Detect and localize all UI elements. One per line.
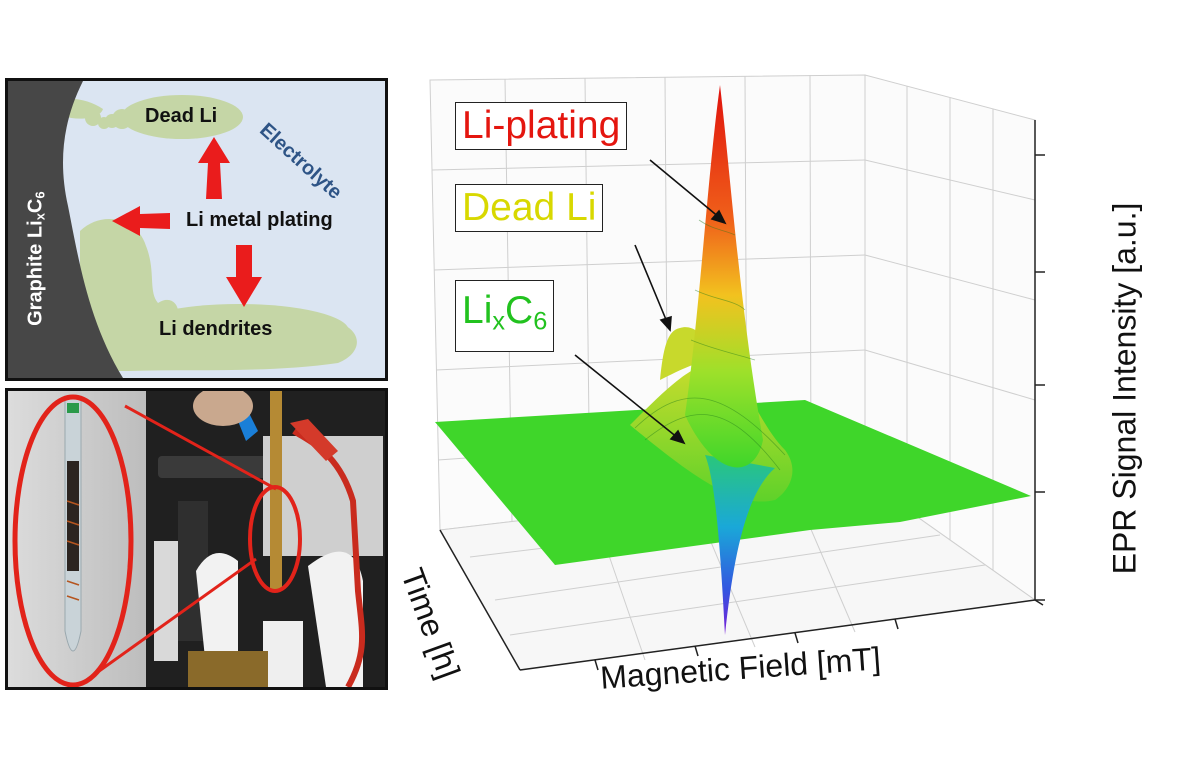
lixc6-sub-x: x bbox=[492, 307, 506, 336]
inset-tube bbox=[64, 395, 82, 652]
epr-tube bbox=[270, 391, 282, 591]
callout-arrows bbox=[574, 159, 727, 445]
graphite-c: C bbox=[24, 198, 47, 214]
hand bbox=[193, 391, 253, 426]
lixc6-li: Li bbox=[462, 289, 493, 332]
schematic-drawing bbox=[8, 81, 357, 378]
inset-circle bbox=[12, 394, 134, 687]
graphite-sub-x: x bbox=[32, 213, 48, 221]
spectrometer-equipment bbox=[154, 391, 383, 687]
arrow-down bbox=[226, 245, 262, 307]
arrow-up bbox=[198, 137, 230, 199]
axis-frame bbox=[439, 120, 1045, 671]
li-deposits bbox=[48, 95, 357, 371]
dead-li-callout: Dead Li bbox=[455, 184, 604, 232]
epr-surface-chart bbox=[429, 74, 1045, 671]
lixc6-c: C bbox=[505, 289, 534, 332]
arrow-left bbox=[112, 206, 170, 236]
dendrite-blob bbox=[129, 304, 349, 358]
growth-arrows bbox=[112, 137, 262, 307]
graphite-sub-6: 6 bbox=[32, 191, 48, 199]
surface-lines bbox=[634, 219, 786, 471]
photo-panel bbox=[5, 388, 388, 690]
dead-li-blob bbox=[121, 95, 243, 139]
li-plating-peak bbox=[685, 85, 763, 468]
epr-plot: Li-plating Dead Li LixC6 Magnetic Field … bbox=[394, 60, 1200, 710]
li-plating-callout: Li-plating bbox=[455, 102, 628, 150]
lixc6-sub-6: 6 bbox=[533, 307, 548, 336]
dendrites-label: Li dendrites bbox=[159, 318, 273, 340]
z-axis-label: EPR Signal Intensity [a.u.] bbox=[1106, 202, 1143, 575]
photo-drawing bbox=[8, 391, 385, 687]
graphite-label: Graphite LixC6 bbox=[24, 179, 47, 339]
red-clip bbox=[290, 419, 338, 461]
dead-li-label: Dead Li bbox=[145, 105, 218, 127]
graphite-text: Graphite Li bbox=[24, 220, 47, 326]
graphite-electrode bbox=[8, 81, 123, 378]
zoom-circle bbox=[248, 485, 302, 593]
schematic-panel: Graphite LixC6 Electrolyte Dead Li Li me… bbox=[5, 78, 388, 381]
plating-label: Li metal plating bbox=[186, 209, 333, 231]
lixc6-callout: LixC6 bbox=[455, 280, 555, 353]
negative-lobe bbox=[705, 455, 775, 635]
